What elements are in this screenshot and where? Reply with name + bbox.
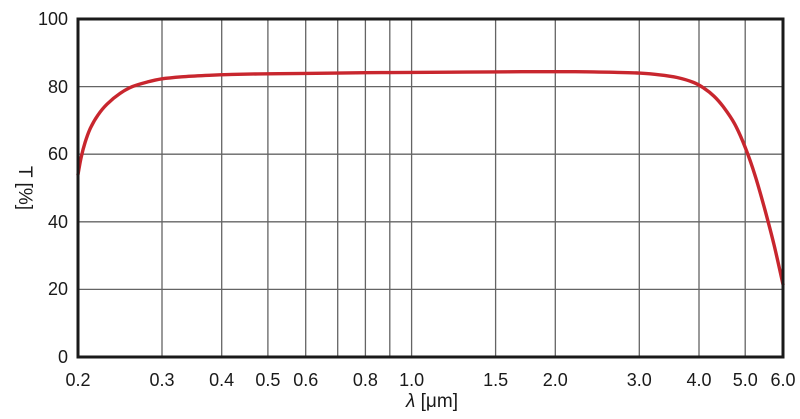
y-tick-label: 0 <box>57 347 68 367</box>
x-tick-label: 0.6 <box>293 370 319 390</box>
x-tick-label: 1.5 <box>483 370 509 390</box>
y-tick-label: 100 <box>37 9 68 29</box>
x-axis-label: λ [μm] <box>406 391 458 412</box>
y-tick-label: 60 <box>47 144 68 165</box>
x-tick-label: 6.0 <box>770 370 796 390</box>
x-tick-label: 0.4 <box>209 370 235 390</box>
x-tick-label: 1.0 <box>399 370 425 390</box>
x-tick-label: 5.0 <box>732 370 758 390</box>
y-tick-label: 80 <box>47 76 68 97</box>
x-tick-label: 0.8 <box>352 370 378 390</box>
x-tick-label: 2.0 <box>542 370 568 390</box>
x-tick-label: 0.2 <box>65 370 91 390</box>
x-tick-label: 4.0 <box>686 370 712 390</box>
y-axis-label: T [%] <box>14 166 35 210</box>
x-tick-label: 0.5 <box>255 370 281 390</box>
x-tick-label: 3.0 <box>626 370 652 390</box>
plot-frame <box>76 17 785 359</box>
x-tick-label: 0.3 <box>149 370 175 390</box>
y-tick-label: 40 <box>47 211 68 232</box>
transmission-curve <box>76 69 785 286</box>
y-tick-label: 20 <box>47 279 68 300</box>
